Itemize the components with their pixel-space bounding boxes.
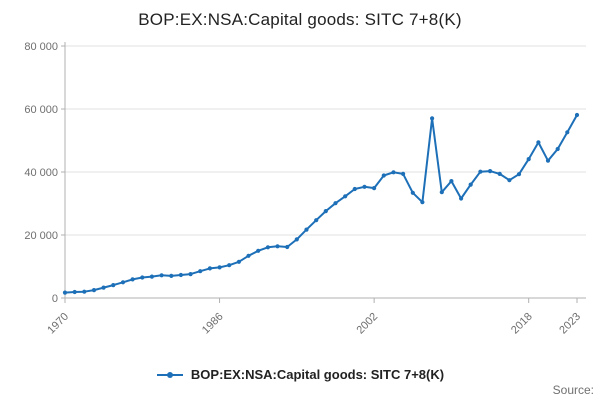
source-label: Source:: [552, 383, 594, 397]
y-axis-labels: 0 20 000 40 000 60 000 80 000: [24, 41, 58, 305]
svg-text:1970: 1970: [45, 311, 71, 337]
chart-title: BOP:EX:NSA:Capital goods: SITC 7+8(K): [138, 10, 462, 29]
svg-text:2002: 2002: [354, 311, 380, 337]
svg-text:2018: 2018: [509, 311, 535, 337]
svg-text:80 000: 80 000: [24, 41, 58, 53]
legend-label: BOP:EX:NSA:Capital goods: SITC 7+8(K): [190, 367, 445, 382]
data-series-line: [64, 114, 578, 294]
legend-line-marker-icon: [156, 371, 183, 378]
data-series-points: [62, 112, 580, 295]
svg-text:0: 0: [52, 293, 58, 305]
svg-text:2023: 2023: [557, 311, 583, 337]
x-axis-labels: 1970 1986 2002 2018 2023: [45, 298, 583, 336]
legend[interactable]: BOP:EX:NSA:Capital goods: SITC 7+8(K): [0, 367, 600, 382]
svg-text:40 000: 40 000: [24, 167, 58, 179]
plot-area: 0 20 000 40 000 60 000 80 000 1970 1986 2002 201…: [24, 41, 586, 336]
svg-text:1986: 1986: [200, 311, 226, 337]
gridlines: [61, 45, 586, 299]
svg-text:20 000: 20 000: [24, 230, 58, 242]
axes: [64, 42, 586, 299]
svg-text:60 000: 60 000: [24, 104, 58, 116]
chart-container: BOP:EX:NSA:Capital goods: SITC 7+8(K) 0 2…: [24, 10, 594, 397]
